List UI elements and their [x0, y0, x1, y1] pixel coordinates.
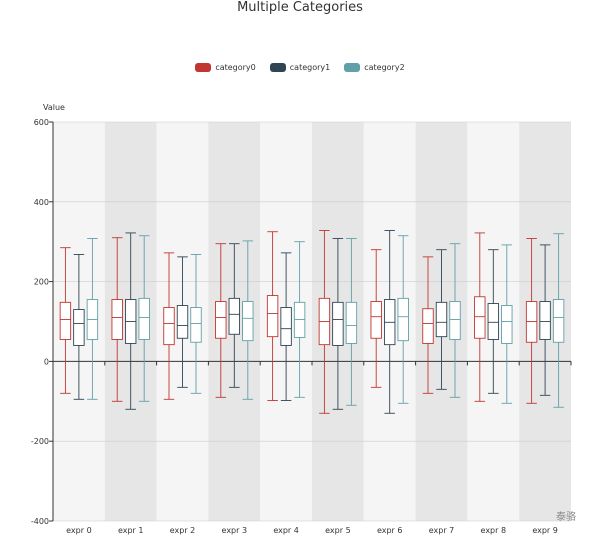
- legend-swatch-category2: [344, 63, 361, 72]
- box-category0-expr-8[interactable]: [474, 232, 486, 402]
- box-category0-expr-6[interactable]: [370, 249, 382, 388]
- box-category0-expr-9[interactable]: [525, 238, 538, 404]
- x-tick-label-expr-3: expr 3: [222, 526, 248, 535]
- box-category1-expr-8[interactable]: [487, 249, 499, 394]
- box-category2-expr-3[interactable]: [242, 240, 254, 400]
- box-iqr: [163, 307, 175, 346]
- box-category1-expr-7[interactable]: [435, 249, 448, 390]
- box-category2-expr-2[interactable]: [190, 254, 202, 394]
- box-iqr: [332, 301, 344, 346]
- box-iqr: [539, 301, 551, 340]
- x-tick-label-expr-2: expr 2: [170, 526, 196, 535]
- x-tick-label-expr-9: expr 9: [532, 526, 558, 535]
- x-tick-label-expr-8: expr 8: [481, 526, 507, 535]
- box-category0-expr-2[interactable]: [163, 252, 175, 400]
- box-category1-expr-9[interactable]: [539, 244, 551, 396]
- box-iqr: [552, 299, 565, 343]
- box-iqr: [370, 301, 382, 339]
- x-tick-label-expr-7: expr 7: [429, 526, 455, 535]
- chart-title: Multiple Categories: [237, 0, 363, 15]
- box-category2-expr-4[interactable]: [293, 241, 306, 398]
- watermark-text: 泰骆: [556, 510, 576, 523]
- box-category0-expr-7[interactable]: [422, 256, 434, 394]
- box-iqr: [280, 307, 292, 346]
- box-category2-expr-0[interactable]: [86, 238, 99, 400]
- x-tick-label-expr-6: expr 6: [377, 526, 403, 535]
- legend-item-category0[interactable]: category0: [195, 63, 256, 72]
- box-iqr: [73, 309, 85, 346]
- legend-swatch-category1: [269, 63, 286, 72]
- x-tick-label-expr-4: expr 4: [273, 526, 299, 535]
- box-category1-expr-1[interactable]: [124, 232, 137, 410]
- box-iqr: [422, 308, 434, 344]
- box-iqr: [59, 301, 72, 340]
- legend-item-category2[interactable]: category2: [344, 63, 405, 72]
- box-iqr: [176, 305, 189, 339]
- box-category2-expr-7[interactable]: [449, 243, 461, 398]
- x-tick-label-expr-5: expr 5: [325, 526, 351, 535]
- legend: category0 category1 category2: [0, 63, 600, 72]
- box-category1-expr-2[interactable]: [176, 256, 189, 388]
- box-category1-expr-4[interactable]: [280, 252, 292, 401]
- box-iqr: [397, 297, 409, 342]
- y-axis-label: Value: [43, 103, 65, 112]
- box-iqr: [138, 297, 150, 340]
- box-category0-expr-5[interactable]: [318, 230, 331, 414]
- box-iqr: [111, 299, 123, 340]
- box-iqr: [190, 307, 202, 343]
- box-category0-expr-1[interactable]: [111, 237, 123, 402]
- box-category1-expr-0[interactable]: [73, 254, 85, 400]
- box-category2-expr-1[interactable]: [138, 235, 150, 402]
- y-tick-label: 0: [44, 357, 49, 366]
- legend-label-category1: category1: [289, 63, 331, 72]
- y-tick-label: 400: [34, 198, 49, 207]
- box-category1-expr-6[interactable]: [384, 230, 396, 414]
- y-tick-label: -200: [31, 437, 49, 446]
- box-category2-expr-5[interactable]: [345, 238, 358, 406]
- box-iqr: [487, 303, 499, 340]
- box-iqr: [228, 297, 241, 335]
- box-category1-expr-3[interactable]: [228, 243, 241, 388]
- box-iqr: [435, 301, 448, 338]
- box-category2-expr-9[interactable]: [552, 233, 565, 408]
- x-tick-label-expr-1: expr 1: [118, 526, 144, 535]
- box-iqr: [266, 295, 279, 338]
- legend-item-category1[interactable]: category1: [269, 63, 331, 72]
- box-category2-expr-8[interactable]: [501, 244, 513, 404]
- legend-label-category0: category0: [215, 63, 256, 72]
- box-iqr: [449, 301, 461, 340]
- x-tick-label-expr-0: expr 0: [66, 526, 92, 535]
- y-tick-label: -400: [31, 517, 49, 526]
- box-category0-expr-4[interactable]: [266, 231, 279, 401]
- box-category1-expr-5[interactable]: [332, 238, 344, 410]
- box-iqr: [474, 296, 486, 339]
- box-category0-expr-3[interactable]: [215, 243, 227, 398]
- legend-label-category2: category2: [364, 63, 405, 72]
- y-tick-label: 200: [34, 278, 49, 287]
- y-tick-label: 600: [34, 118, 49, 127]
- box-category0-expr-0[interactable]: [59, 247, 72, 394]
- legend-swatch-category0: [195, 63, 212, 72]
- box-iqr: [242, 301, 254, 342]
- box-iqr: [501, 305, 513, 344]
- box-iqr: [345, 301, 358, 344]
- box-iqr: [215, 301, 227, 339]
- box-category2-expr-6[interactable]: [397, 235, 409, 404]
